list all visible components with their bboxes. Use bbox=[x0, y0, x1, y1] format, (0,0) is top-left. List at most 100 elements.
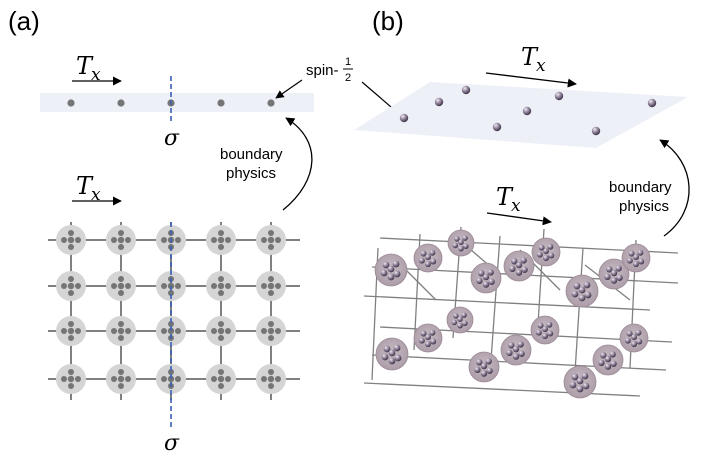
site-sphere bbox=[388, 357, 396, 365]
physical-leg-dot bbox=[75, 237, 81, 243]
site-sphere bbox=[457, 322, 463, 329]
lattice-site-3d bbox=[621, 243, 651, 273]
lattice-site bbox=[256, 364, 286, 394]
site-sphere bbox=[584, 291, 592, 299]
physical-leg-dot bbox=[175, 283, 181, 289]
physical-leg-dot bbox=[125, 283, 131, 289]
site-sphere bbox=[517, 341, 524, 348]
site-sphere bbox=[583, 281, 591, 289]
lattice-site bbox=[106, 225, 136, 255]
lattice-site-3d bbox=[563, 365, 597, 399]
spin-half-label: spin- 1 2 bbox=[306, 56, 353, 84]
physical-leg-dot bbox=[118, 335, 124, 341]
physical-leg-dot bbox=[225, 283, 231, 289]
site-sphere bbox=[393, 270, 401, 278]
site-sphere bbox=[604, 273, 611, 280]
lattice-site bbox=[56, 225, 86, 255]
site-sphere bbox=[511, 258, 518, 265]
boundary-spin-dot bbox=[267, 99, 275, 107]
physical-leg-dot bbox=[218, 230, 224, 236]
physical-leg-dot bbox=[175, 328, 181, 334]
site-sphere bbox=[537, 322, 544, 329]
site-sphere bbox=[453, 313, 459, 319]
site-sphere bbox=[610, 360, 617, 367]
site-sphere bbox=[429, 329, 436, 336]
site-sphere bbox=[569, 381, 577, 389]
boundary-spin-dot bbox=[67, 99, 75, 107]
lattice-site-3d bbox=[530, 315, 560, 345]
boundary-spin-dot bbox=[117, 99, 125, 107]
site-sphere bbox=[543, 248, 549, 255]
lattice-site bbox=[106, 364, 136, 394]
site-center-dot bbox=[217, 375, 225, 383]
physical-leg-dot bbox=[118, 276, 124, 282]
physical-leg-dot bbox=[118, 383, 124, 389]
site-sphere bbox=[387, 273, 395, 281]
physical-leg-dot bbox=[218, 276, 224, 282]
site-sphere bbox=[547, 243, 554, 250]
physical-leg-dot bbox=[225, 237, 231, 243]
panel-a-bottom-T-symbol: T bbox=[76, 172, 94, 200]
site-sphere bbox=[635, 329, 642, 336]
physical-leg-dot bbox=[218, 321, 224, 327]
site-sphere bbox=[626, 330, 633, 337]
physical-leg-dot bbox=[111, 283, 117, 289]
lattice-site-3d bbox=[470, 262, 502, 294]
site-center-dot bbox=[67, 375, 75, 383]
lattice-site-3d bbox=[531, 237, 561, 267]
panel-a-top-sigma: σ bbox=[164, 126, 180, 151]
site-sphere bbox=[547, 330, 554, 337]
panel-a: (a) T x σ spin- 1 2 boundary physics T x bbox=[8, 6, 399, 456]
site-sphere bbox=[487, 269, 494, 276]
lattice-site-3d bbox=[592, 344, 624, 376]
site-sphere bbox=[631, 334, 637, 341]
site-sphere bbox=[576, 385, 584, 393]
panel-b-top-translation: T x bbox=[485, 43, 577, 88]
site-sphere bbox=[578, 294, 586, 302]
site-sphere bbox=[542, 326, 548, 333]
physical-leg-dot bbox=[261, 237, 267, 243]
physical-leg-dot bbox=[68, 369, 74, 375]
physical-leg-dot bbox=[118, 321, 124, 327]
panel-b-boundary-label-line1: boundary bbox=[609, 179, 672, 196]
site-sphere bbox=[636, 338, 643, 345]
physical-leg-dot bbox=[68, 321, 74, 327]
panel-a-boundary-band bbox=[40, 93, 314, 112]
site-sphere bbox=[576, 377, 584, 385]
site-sphere bbox=[425, 341, 431, 348]
site-sphere bbox=[535, 329, 542, 336]
lattice-site-3d bbox=[468, 351, 500, 383]
lattice-site-3d bbox=[565, 274, 599, 308]
physical-leg-dot bbox=[168, 369, 174, 375]
site-sphere bbox=[480, 370, 488, 377]
lattice-bond bbox=[363, 295, 651, 311]
boundary-spin-sphere bbox=[461, 85, 471, 95]
site-center-dot bbox=[67, 327, 75, 335]
site-sphere bbox=[609, 351, 616, 358]
site-center-dot bbox=[117, 236, 125, 244]
site-center-dot bbox=[117, 327, 125, 335]
physical-leg-dot bbox=[61, 376, 67, 382]
boundary-spin-sphere bbox=[522, 106, 532, 116]
site-sphere bbox=[454, 236, 460, 242]
site-sphere bbox=[512, 353, 520, 360]
site-center-dot bbox=[217, 236, 225, 244]
site-sphere bbox=[542, 333, 548, 340]
site-center-dot bbox=[67, 236, 75, 244]
site-sphere bbox=[383, 345, 391, 353]
physical-leg-dot bbox=[268, 276, 274, 282]
physical-leg-dot bbox=[111, 328, 117, 334]
site-center-dot bbox=[117, 375, 125, 383]
site-sphere bbox=[515, 261, 523, 269]
physical-leg-dot bbox=[68, 276, 74, 282]
site-sphere bbox=[388, 349, 396, 357]
physical-leg-dot bbox=[161, 283, 167, 289]
physical-leg-dot bbox=[268, 321, 274, 327]
site-sphere bbox=[382, 261, 390, 269]
lattice-site bbox=[256, 225, 286, 255]
site-sphere bbox=[546, 321, 553, 328]
lattice-site bbox=[206, 316, 236, 346]
site-sphere bbox=[463, 243, 469, 250]
physical-leg-dot bbox=[225, 376, 231, 382]
physical-leg-dot bbox=[125, 237, 131, 243]
